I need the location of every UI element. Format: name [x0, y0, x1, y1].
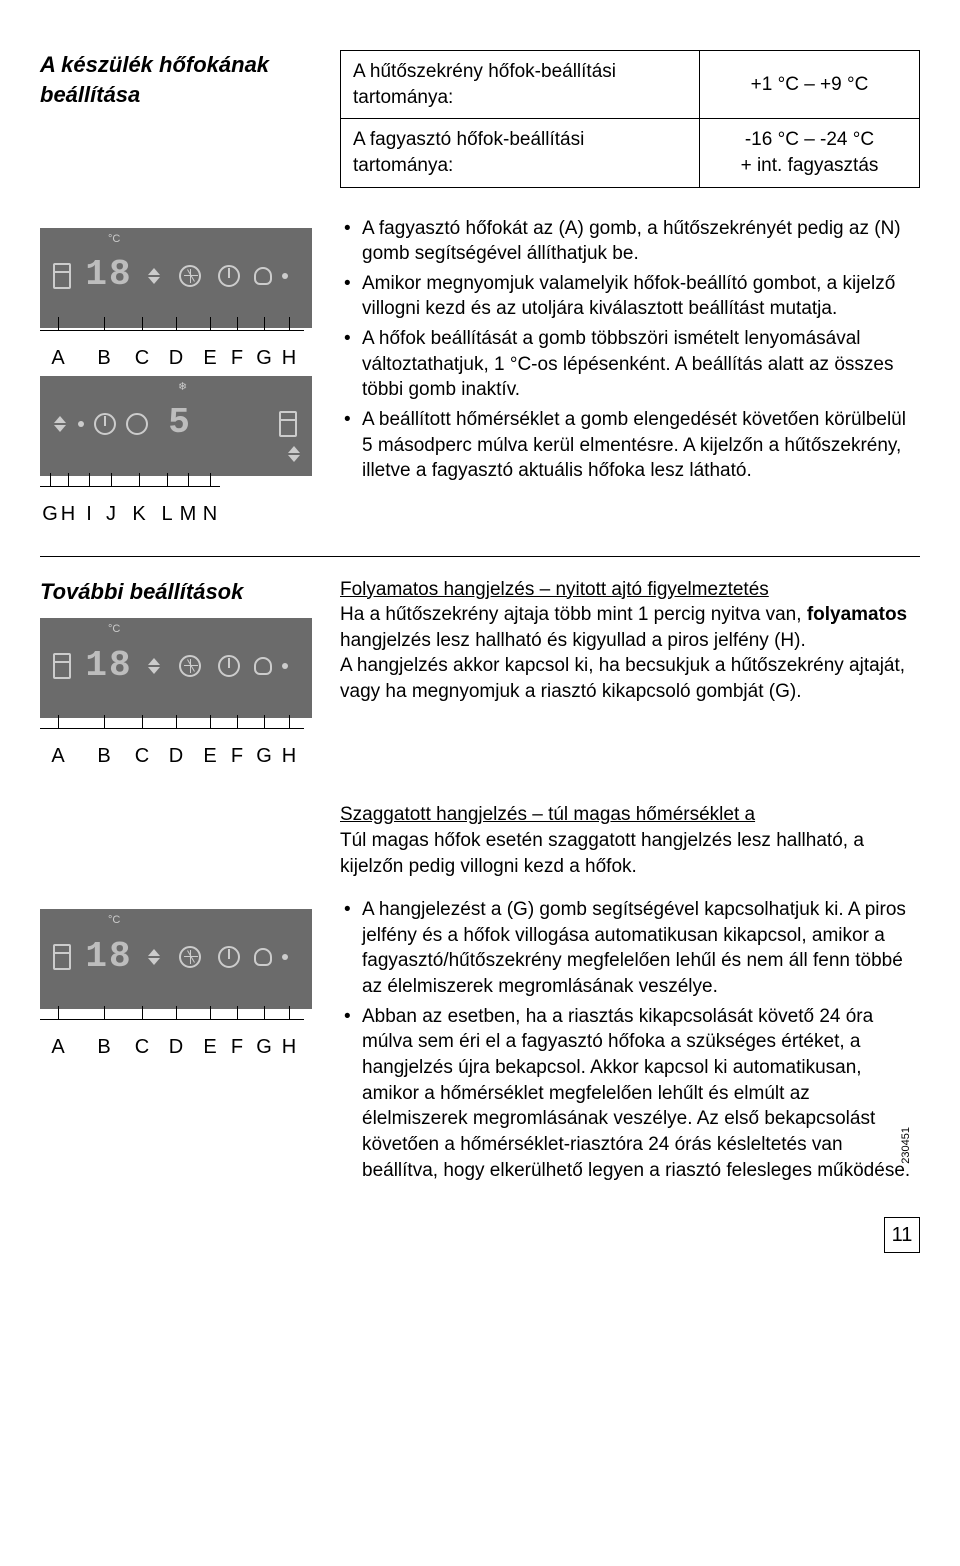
fridge-icon	[279, 411, 297, 437]
panel-letter: F	[220, 1019, 254, 1061]
seven-seg-display: 18	[85, 251, 132, 300]
indicator-dot	[78, 421, 84, 427]
range-value: +1 °C – +9 °C	[699, 51, 919, 119]
control-panel-figure: °C 18 ABCDEFGH	[40, 228, 320, 372]
panel-labels: ABCDEFGH	[40, 330, 316, 372]
panel-letter: C	[132, 330, 152, 372]
panel-letter: M	[176, 486, 200, 528]
panel-letter: G	[254, 330, 274, 372]
panel-labels: ABCDEFGH	[40, 728, 316, 770]
snow-label: ❄	[178, 380, 187, 395]
list-item: Amikor megnyomjuk valamelyik hőfok-beáll…	[340, 271, 920, 322]
list-item: A hőfok beállítását a gomb többszöri ism…	[340, 326, 920, 403]
unit-label: °C	[108, 232, 120, 247]
fridge-icon	[53, 263, 71, 289]
panel-letter: B	[76, 330, 132, 372]
indicator-dot	[282, 663, 288, 669]
control-panel-figure: ❄ 5 GHIJKLMN	[40, 376, 320, 528]
section-heading: A készülék hőfokának beállítása	[40, 50, 320, 109]
panel-letter: E	[200, 330, 220, 372]
bullet-list: A hangjelezést a (G) gomb segítségével k…	[340, 897, 920, 1183]
snow-icon	[179, 265, 201, 287]
section-heading: További beállítások	[40, 577, 320, 607]
divider	[40, 556, 920, 557]
page-number: 11	[884, 1217, 920, 1253]
temp-range-table: A hűtőszekrény hőfok-beállítási tartomán…	[340, 50, 920, 188]
control-panel-figure: °C 18 ABCDEFGH	[40, 618, 320, 770]
power-icon	[218, 946, 240, 968]
panel-letter: G	[254, 728, 274, 770]
panel-letter: C	[132, 1019, 152, 1061]
doc-reference: 230451	[899, 1127, 914, 1164]
subsection-title: Szaggatott hangjelzés – túl magas hőmérs…	[340, 802, 920, 828]
panel-letter: F	[220, 728, 254, 770]
updown-icon	[145, 658, 163, 674]
list-item: A hangjelezést a (G) gomb segítségével k…	[340, 897, 920, 1000]
snow-icon	[179, 946, 201, 968]
power-icon	[218, 655, 240, 677]
seven-seg-display: 18	[85, 642, 132, 691]
list-item: Abban az esetben, ha a riasztás kikapcso…	[340, 1004, 920, 1183]
panel-letter: H	[274, 1019, 304, 1061]
control-panel-figure: °C 18 ABCDEFGH	[40, 909, 320, 1061]
panel-letter: G	[254, 1019, 274, 1061]
seven-seg-display: 18	[85, 933, 132, 982]
seven-seg-display: 5	[168, 399, 192, 448]
panel-labels: GHIJKLMN	[40, 486, 316, 528]
panel-letter: A	[40, 728, 76, 770]
alarm-icon	[251, 948, 271, 966]
updown-icon	[285, 446, 303, 462]
panel-letter: H	[274, 330, 304, 372]
panel-letter: N	[200, 486, 220, 528]
panel-letter: E	[200, 728, 220, 770]
snow-icon	[179, 655, 201, 677]
panel-letter: D	[152, 330, 200, 372]
panel-letter: H	[274, 728, 304, 770]
panel-letter: A	[40, 330, 76, 372]
updown-icon	[145, 268, 163, 284]
alarm-icon	[251, 267, 271, 285]
power-icon	[218, 265, 240, 287]
fridge-icon	[53, 653, 71, 679]
panel-letter: K	[120, 486, 158, 528]
panel-letter: F	[220, 330, 254, 372]
panel-letter: B	[76, 1019, 132, 1061]
power-icon	[94, 413, 116, 435]
body-text: Túl magas hőfok esetén szaggatott hangje…	[340, 828, 920, 879]
fridge-icon	[53, 944, 71, 970]
range-value: -16 °C – -24 °C + int. fagyasztás	[699, 119, 919, 187]
panel-letter: E	[200, 1019, 220, 1061]
panel-letter: H	[60, 486, 76, 528]
panel-letter: J	[102, 486, 120, 528]
updown-icon	[145, 949, 163, 965]
panel-letter: D	[152, 728, 200, 770]
list-item: A beállított hőmérséklet a gomb elengedé…	[340, 407, 920, 484]
alarm-icon	[251, 657, 271, 675]
basket-icon	[126, 413, 148, 435]
panel-labels: ABCDEFGH	[40, 1019, 316, 1061]
range-label: A hűtőszekrény hőfok-beállítási tartomán…	[341, 51, 700, 119]
subsection-title: Folyamatos hangjelzés – nyitott ajtó fig…	[340, 577, 920, 603]
indicator-dot	[282, 273, 288, 279]
panel-letter: B	[76, 728, 132, 770]
range-label: A fagyasztó hőfok-beállítási tartománya:	[341, 119, 700, 187]
indicator-dot	[282, 954, 288, 960]
bullet-list: A fagyasztó hőfokát az (A) gomb, a hűtős…	[340, 216, 920, 484]
panel-letter: G	[40, 486, 60, 528]
unit-label: °C	[108, 622, 120, 637]
panel-letter: I	[76, 486, 102, 528]
panel-letter: C	[132, 728, 152, 770]
panel-letter: D	[152, 1019, 200, 1061]
unit-label: °C	[108, 913, 120, 928]
list-item: A fagyasztó hőfokát az (A) gomb, a hűtős…	[340, 216, 920, 267]
panel-letter: L	[158, 486, 176, 528]
panel-letter: A	[40, 1019, 76, 1061]
body-text: Ha a hűtőszekrény ajtaja több mint 1 per…	[340, 602, 920, 705]
updown-icon	[51, 416, 69, 432]
